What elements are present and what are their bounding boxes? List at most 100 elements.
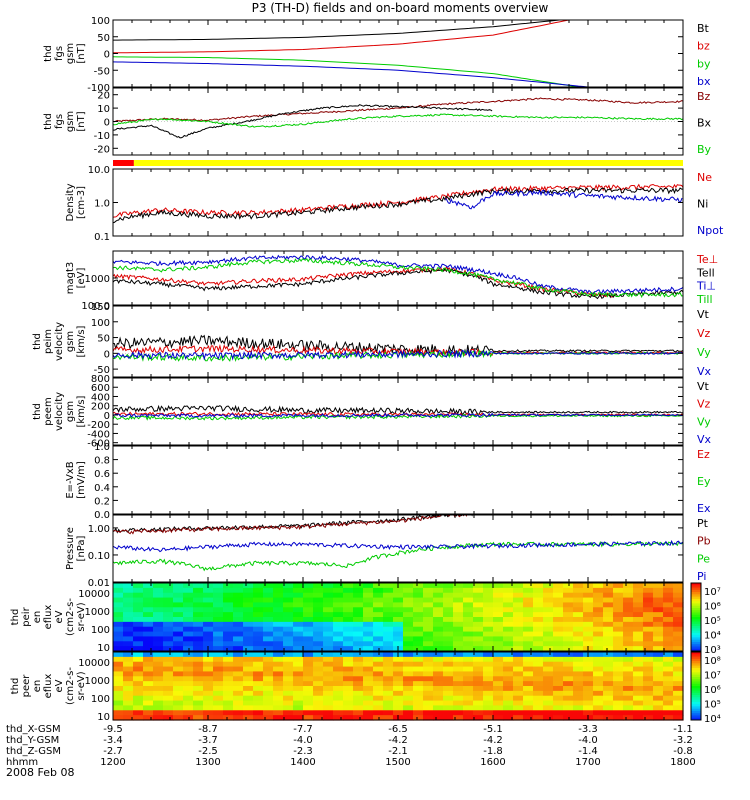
x-axis-value: -0.8	[673, 746, 693, 757]
spectrogram-cell	[373, 686, 384, 692]
spectrogram-cell	[303, 587, 314, 594]
spectrogram-cell	[573, 661, 584, 668]
spectrogram-cell	[323, 661, 334, 668]
spectrogram-cell	[293, 666, 304, 673]
spectrogram-cell	[533, 583, 544, 589]
spectrogram-cell	[513, 612, 524, 618]
spectrogram-cell	[143, 636, 154, 642]
spectrogram-cell	[473, 631, 484, 638]
spectrogram-cell	[313, 710, 324, 716]
spectrogram-cell	[403, 652, 414, 658]
spectrogram-cell	[283, 621, 294, 628]
spectrogram-cell	[113, 656, 124, 663]
spectrogram-cell	[313, 636, 324, 642]
spectrogram-cell	[153, 656, 164, 663]
spectrogram-cell	[653, 681, 664, 687]
colorbar-tick-label: 10⁶	[704, 602, 721, 613]
spectrogram-cell	[313, 690, 324, 697]
spectrogram-cell	[473, 661, 484, 668]
spectrogram-cell	[533, 621, 544, 628]
spectrogram-cell	[143, 621, 154, 628]
spectrogram-cell	[113, 666, 124, 673]
spectrogram-cell	[643, 652, 654, 658]
spectrogram-cell	[223, 631, 234, 638]
spectrogram-cell	[403, 690, 414, 697]
spectrogram-cell	[653, 626, 664, 633]
spectrogram-cell	[303, 636, 314, 642]
spectrogram-cell	[603, 661, 614, 668]
spectrogram-cell	[483, 671, 494, 677]
x-axis-value: 1700	[575, 757, 600, 768]
spectrogram-cell	[323, 597, 334, 604]
spectrogram-cell	[293, 656, 304, 663]
spectrogram-cell	[603, 636, 614, 642]
spectrogram-cell	[513, 607, 524, 613]
spectrogram-cell	[283, 597, 294, 604]
spectrogram-cell	[573, 695, 584, 702]
spectrogram-cell	[653, 602, 664, 608]
spectrogram-cell	[123, 583, 134, 589]
spectrogram-cell	[283, 710, 294, 716]
spectrogram-cell	[503, 686, 514, 692]
y-tick-label: 1.0	[94, 199, 110, 210]
spectrogram-cell	[233, 646, 244, 652]
spectrogram-cell	[613, 636, 624, 642]
spectrogram-cell	[533, 636, 544, 642]
spectrogram-cell	[433, 652, 444, 658]
y-axis-label: velocity	[54, 392, 65, 431]
y-tick-label: 0	[104, 118, 110, 129]
colorbar-segment	[691, 607, 701, 611]
spectrogram-cell	[543, 690, 554, 697]
spectrogram-cell	[663, 626, 674, 633]
spectrogram-cell	[343, 652, 354, 658]
spectrogram-cell	[523, 700, 534, 707]
spectrogram-cell	[673, 686, 684, 692]
spectrogram-cell	[323, 705, 334, 711]
spectrogram-cell	[463, 602, 474, 608]
spectrogram-cell	[383, 715, 394, 721]
spectrogram-cell	[623, 636, 634, 642]
spectrogram-cell	[643, 636, 654, 642]
spectrogram-cell	[253, 607, 264, 613]
spectrogram-cell	[403, 592, 414, 599]
spectrogram-cell	[233, 641, 244, 647]
spectrogram-cell	[303, 641, 314, 647]
spectrogram-cell	[573, 671, 584, 677]
spectrogram-cell	[243, 626, 254, 633]
spectrogram-cell	[183, 602, 194, 608]
spectrogram-cell	[193, 617, 204, 623]
y-tick-label: 600	[91, 383, 110, 394]
spectrogram-cell	[243, 641, 254, 647]
spectrogram-cell	[153, 686, 164, 692]
spectrogram-cell	[573, 641, 584, 647]
x-axis-value: -2.5	[198, 746, 218, 757]
spectrogram-cell	[643, 686, 654, 692]
spectrogram-cell	[153, 612, 164, 618]
spectrogram-cell	[583, 666, 594, 673]
spectrogram-cell	[283, 690, 294, 697]
spectrogram-cell	[453, 681, 464, 687]
spectrogram-cell	[233, 695, 244, 702]
spectrogram-cell	[343, 621, 354, 628]
spectrogram-cell	[263, 602, 274, 608]
spectrogram-cell	[323, 710, 334, 716]
spectrogram-cell	[323, 695, 334, 702]
spectrogram-cell	[463, 583, 474, 589]
spectrogram-cell	[203, 695, 214, 702]
legend-entry: bz	[697, 40, 710, 53]
spectrogram	[113, 583, 684, 652]
spectrogram-cell	[623, 641, 634, 647]
spectrogram-cell	[343, 700, 354, 707]
spectrogram-cell	[213, 636, 224, 642]
spectrogram-cell	[423, 676, 434, 682]
spectrogram-cell	[433, 666, 444, 673]
spectrogram-cell	[423, 681, 434, 687]
spectrogram-cell	[253, 636, 264, 642]
spectrogram-cell	[423, 612, 434, 618]
spectrogram-cell	[603, 612, 614, 618]
spectrogram-cell	[213, 666, 224, 673]
colorbar-segment	[691, 676, 701, 680]
spectrogram-cell	[203, 641, 214, 647]
series-line-ni	[113, 187, 683, 224]
spectrogram-cell	[213, 690, 224, 697]
